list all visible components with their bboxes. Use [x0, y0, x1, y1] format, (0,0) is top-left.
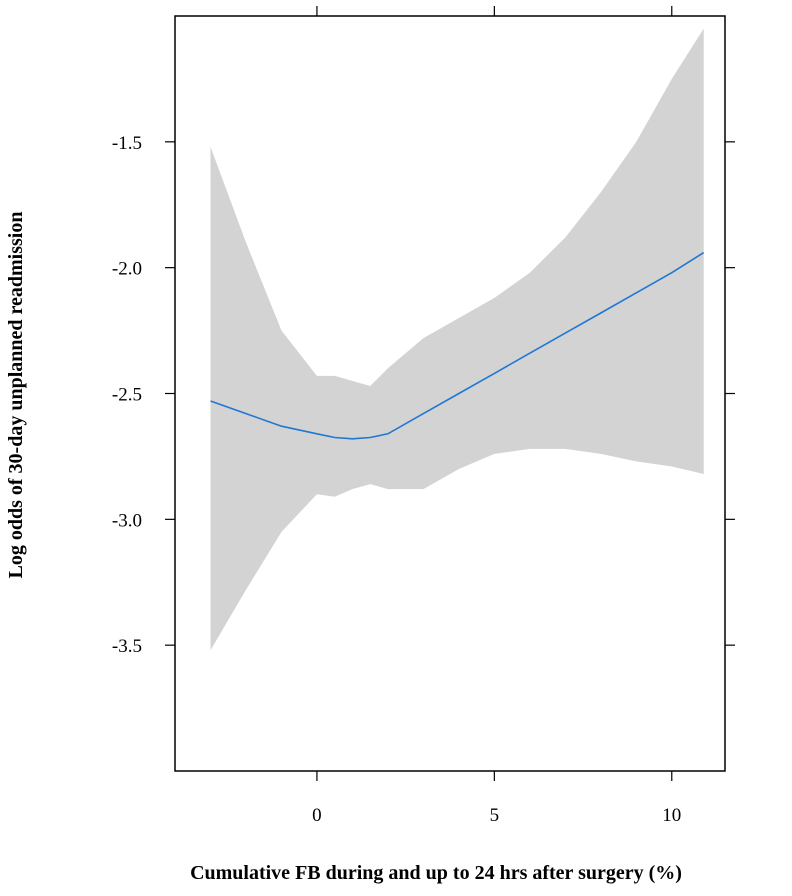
- confidence-band-layer: [210, 28, 704, 651]
- x-tick-label: 5: [490, 805, 500, 826]
- y-axis-ticks: -1.5 -2.0 -2.5 -3.0 -3.5: [112, 133, 735, 657]
- x-axis-ticks: 0 5 10: [312, 6, 681, 826]
- y-tick-label: -3.5: [112, 636, 142, 657]
- y-tick-label: -2.5: [112, 385, 142, 406]
- x-tick-label: 0: [312, 805, 322, 826]
- y-axis-label: Log odds of 30-day unplanned readmission: [5, 212, 27, 579]
- y-tick-label: -3.0: [112, 510, 142, 531]
- x-tick-label: 10: [662, 805, 681, 826]
- fit-line-layer: [210, 251, 705, 440]
- fit-line: [210, 251, 705, 440]
- y-tick-label: -1.5: [112, 133, 142, 154]
- y-tick-label: -2.0: [112, 259, 142, 280]
- x-axis-label: Cumulative FB during and up to 24 hrs af…: [190, 862, 682, 884]
- confidence-band: [210, 28, 704, 651]
